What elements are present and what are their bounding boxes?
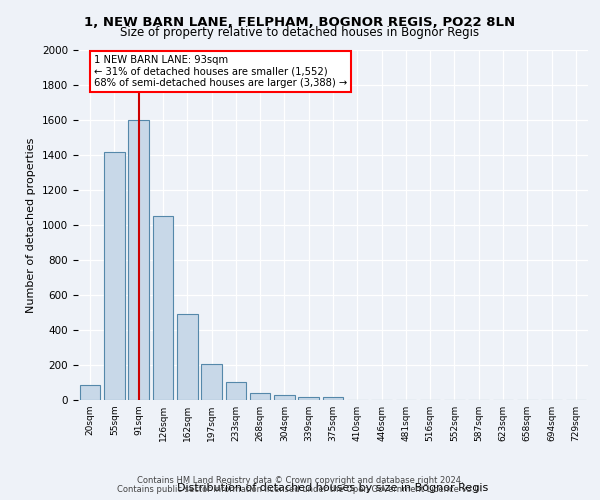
Text: Contains HM Land Registry data © Crown copyright and database right 2024.: Contains HM Land Registry data © Crown c… <box>137 476 463 485</box>
X-axis label: Distribution of detached houses by size in Bognor Regis: Distribution of detached houses by size … <box>178 483 488 493</box>
Bar <box>128 120 149 400</box>
Bar <box>201 364 222 400</box>
Y-axis label: Number of detached properties: Number of detached properties <box>26 138 37 312</box>
Bar <box>104 152 125 400</box>
Bar <box>80 385 100 400</box>
Bar <box>250 393 271 400</box>
Text: 1, NEW BARN LANE, FELPHAM, BOGNOR REGIS, PO22 8LN: 1, NEW BARN LANE, FELPHAM, BOGNOR REGIS,… <box>85 16 515 29</box>
Bar <box>298 396 319 400</box>
Bar <box>274 395 295 400</box>
Text: Size of property relative to detached houses in Bognor Regis: Size of property relative to detached ho… <box>121 26 479 39</box>
Text: Contains public sector information licensed under the Open Government Licence v3: Contains public sector information licen… <box>118 485 482 494</box>
Bar <box>152 216 173 400</box>
Bar <box>226 382 246 400</box>
Bar <box>177 314 197 400</box>
Text: 1 NEW BARN LANE: 93sqm
← 31% of detached houses are smaller (1,552)
68% of semi-: 1 NEW BARN LANE: 93sqm ← 31% of detached… <box>94 55 347 88</box>
Bar <box>323 398 343 400</box>
